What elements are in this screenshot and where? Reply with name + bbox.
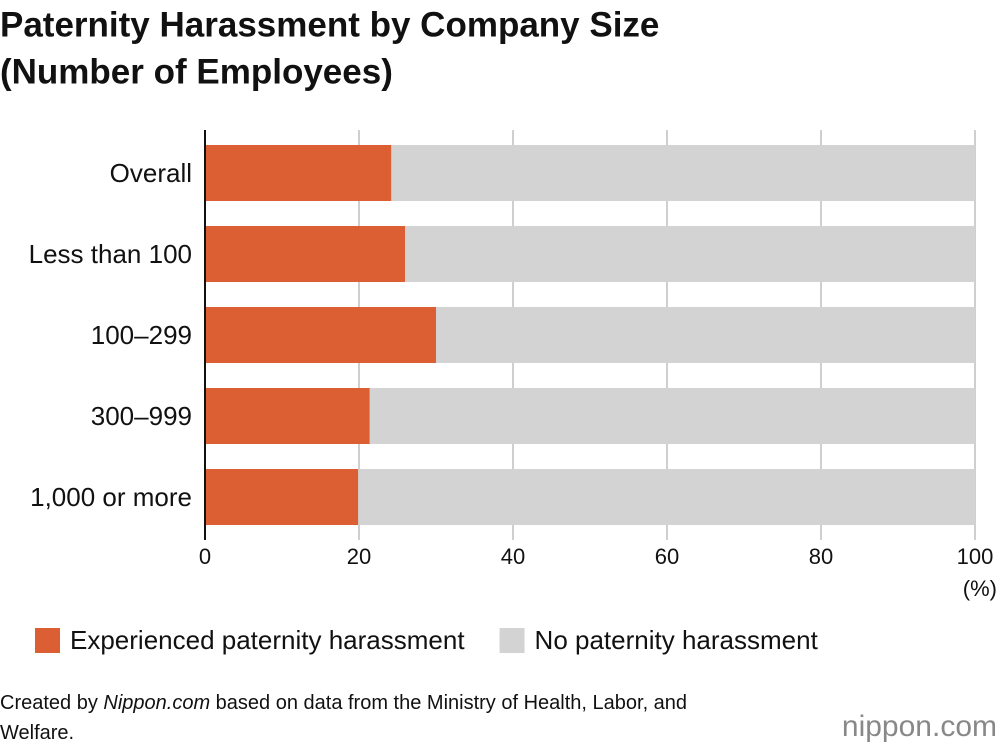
y-tick-label: 1,000 or more — [30, 482, 192, 512]
legend-label: Experienced paternity harassment — [70, 625, 465, 655]
x-tick-label: 0 — [199, 544, 211, 569]
bar-segment — [205, 388, 370, 444]
x-tick-label: 40 — [501, 544, 525, 569]
y-tick-label: Overall — [110, 158, 192, 188]
y-tick-label: Less than 100 — [29, 239, 192, 269]
bar-segment — [436, 307, 975, 363]
source-note: Created by Nippon.com based on data from… — [0, 688, 760, 748]
bar-segment — [205, 145, 392, 201]
bar-segment — [391, 145, 976, 201]
legend-swatch — [35, 628, 60, 653]
bar-segment — [405, 226, 975, 282]
y-tick-label: 100–299 — [91, 320, 192, 350]
y-tick-label: 300–999 — [91, 401, 192, 431]
bar-segment — [358, 469, 976, 525]
x-tick-label: 60 — [655, 544, 679, 569]
logo: nippon.com — [842, 710, 997, 743]
source-text: based on data from the Ministry of Healt… — [0, 692, 688, 744]
chart-title: Paternity Harassment by Company Size — [0, 5, 659, 44]
chart-title: (Number of Employees) — [0, 52, 393, 91]
bar-segment — [369, 388, 975, 444]
bar-segment — [205, 469, 359, 525]
legend-swatch — [499, 628, 525, 653]
x-tick-label: 20 — [347, 544, 371, 569]
x-tick-label: 100 — [957, 544, 994, 569]
bar-segment — [205, 307, 436, 363]
legend-label: No paternity harassment — [535, 625, 819, 655]
source-text: Nippon.com — [103, 692, 211, 714]
x-tick-label: 80 — [809, 544, 833, 569]
source-text: Created by — [0, 692, 104, 714]
axis-unit: (%) — [963, 576, 997, 601]
bar-segment — [205, 226, 406, 282]
